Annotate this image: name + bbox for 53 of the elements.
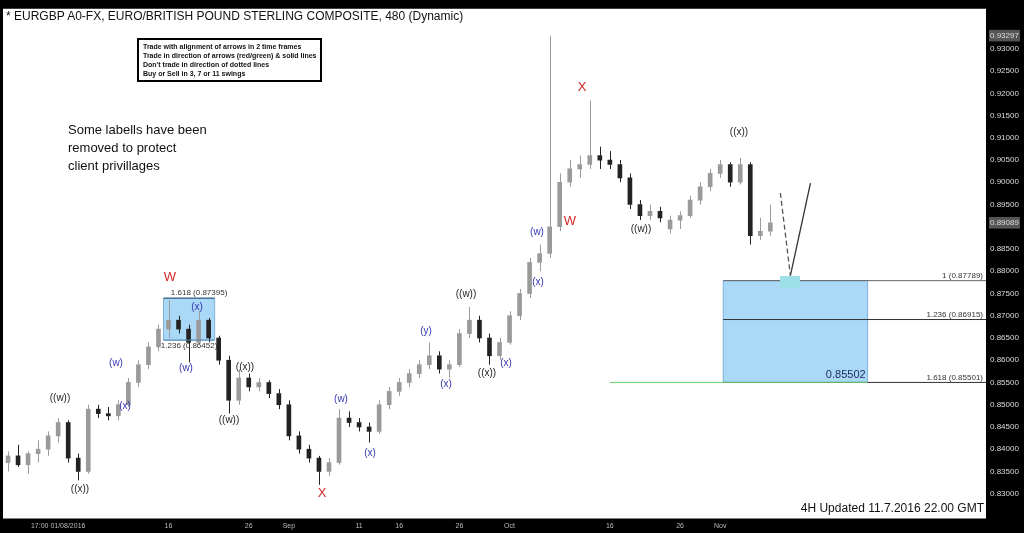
y-tick-label: 0.87000 [990, 310, 1020, 320]
annotation: ((w)) [49, 391, 71, 403]
ref-line-label: 1.618 (0.85501) [926, 372, 984, 382]
y-tick-label: 0.84500 [990, 422, 1020, 432]
chart-title: * EURGBP A0-FX, EURO/BRITISH POUND STERLING COMPOSITE, 480 (Dynamic) [6, 9, 464, 23]
annotation: ((w)) [455, 287, 477, 299]
annotation: Some labells have been removed to protect client privillages [68, 121, 208, 175]
annotation: ((w)) [630, 222, 652, 234]
y-tick-label: 0.89089 [990, 218, 1020, 228]
y-tick-label: 0.90000 [990, 177, 1020, 187]
y-tick-label: 0.86000 [990, 355, 1020, 365]
y-tick-label: 0.90500 [990, 155, 1020, 165]
annotation: (x) [532, 275, 544, 287]
y-tick-label: 0.85000 [990, 399, 1020, 409]
y-tick-label: 0.91500 [990, 110, 1020, 120]
annotation: X [317, 484, 327, 500]
annotation: (y) [420, 324, 432, 336]
annotation: (x) [191, 300, 203, 312]
y-tick-label: 0.85500 [990, 377, 1020, 387]
annotation: (w) [530, 225, 544, 237]
y-tick-label: 0.87500 [990, 288, 1020, 298]
annotation: X [577, 78, 587, 94]
ref-line-label: 1.236 (0.86915) [926, 309, 984, 319]
y-tick-label: 0.88500 [990, 244, 1020, 254]
annotation: ((w)) [218, 413, 240, 425]
y-tick-label: 0.84000 [990, 444, 1020, 454]
ref-line-label: 0.85502 [825, 367, 866, 380]
y-tick-label: 0.86500 [990, 333, 1020, 343]
annotation: (w) [334, 392, 348, 404]
ref-line-label: 1 (0.87789) [942, 270, 984, 280]
y-tick-label: 0.93000 [990, 44, 1020, 54]
annotation: W [163, 268, 177, 284]
y-tick-label: 0.92000 [990, 88, 1020, 98]
y-tick-label: 0.92500 [990, 66, 1020, 76]
annotation: (x) [500, 356, 512, 368]
annotation: (w) [179, 361, 193, 373]
annotation: ((x)) [729, 125, 749, 137]
annotation: W [563, 212, 577, 228]
y-tick-label: 0.83500 [990, 466, 1020, 476]
annotation: ((x)) [477, 366, 497, 378]
ref-line-label: 1.618 (0.87395) [170, 288, 228, 298]
annotation: (w) [109, 356, 123, 368]
y-tick-label: 0.93297 [990, 30, 1020, 40]
annotation: ((x)) [70, 482, 90, 494]
y-tick-label: 0.89500 [990, 199, 1020, 209]
y-tick-label: 0.88000 [990, 266, 1020, 276]
y-tick-label: 0.83000 [990, 488, 1020, 498]
annotation: 4H Updated 11.7.2016 22.00 GMT [800, 501, 984, 515]
annotation: (x) [364, 446, 376, 458]
y-tick-label: 0.91000 [990, 133, 1020, 143]
annotation: (x) [119, 399, 131, 411]
annotation: (x) [440, 377, 452, 389]
annotation: ((x)) [235, 360, 255, 372]
